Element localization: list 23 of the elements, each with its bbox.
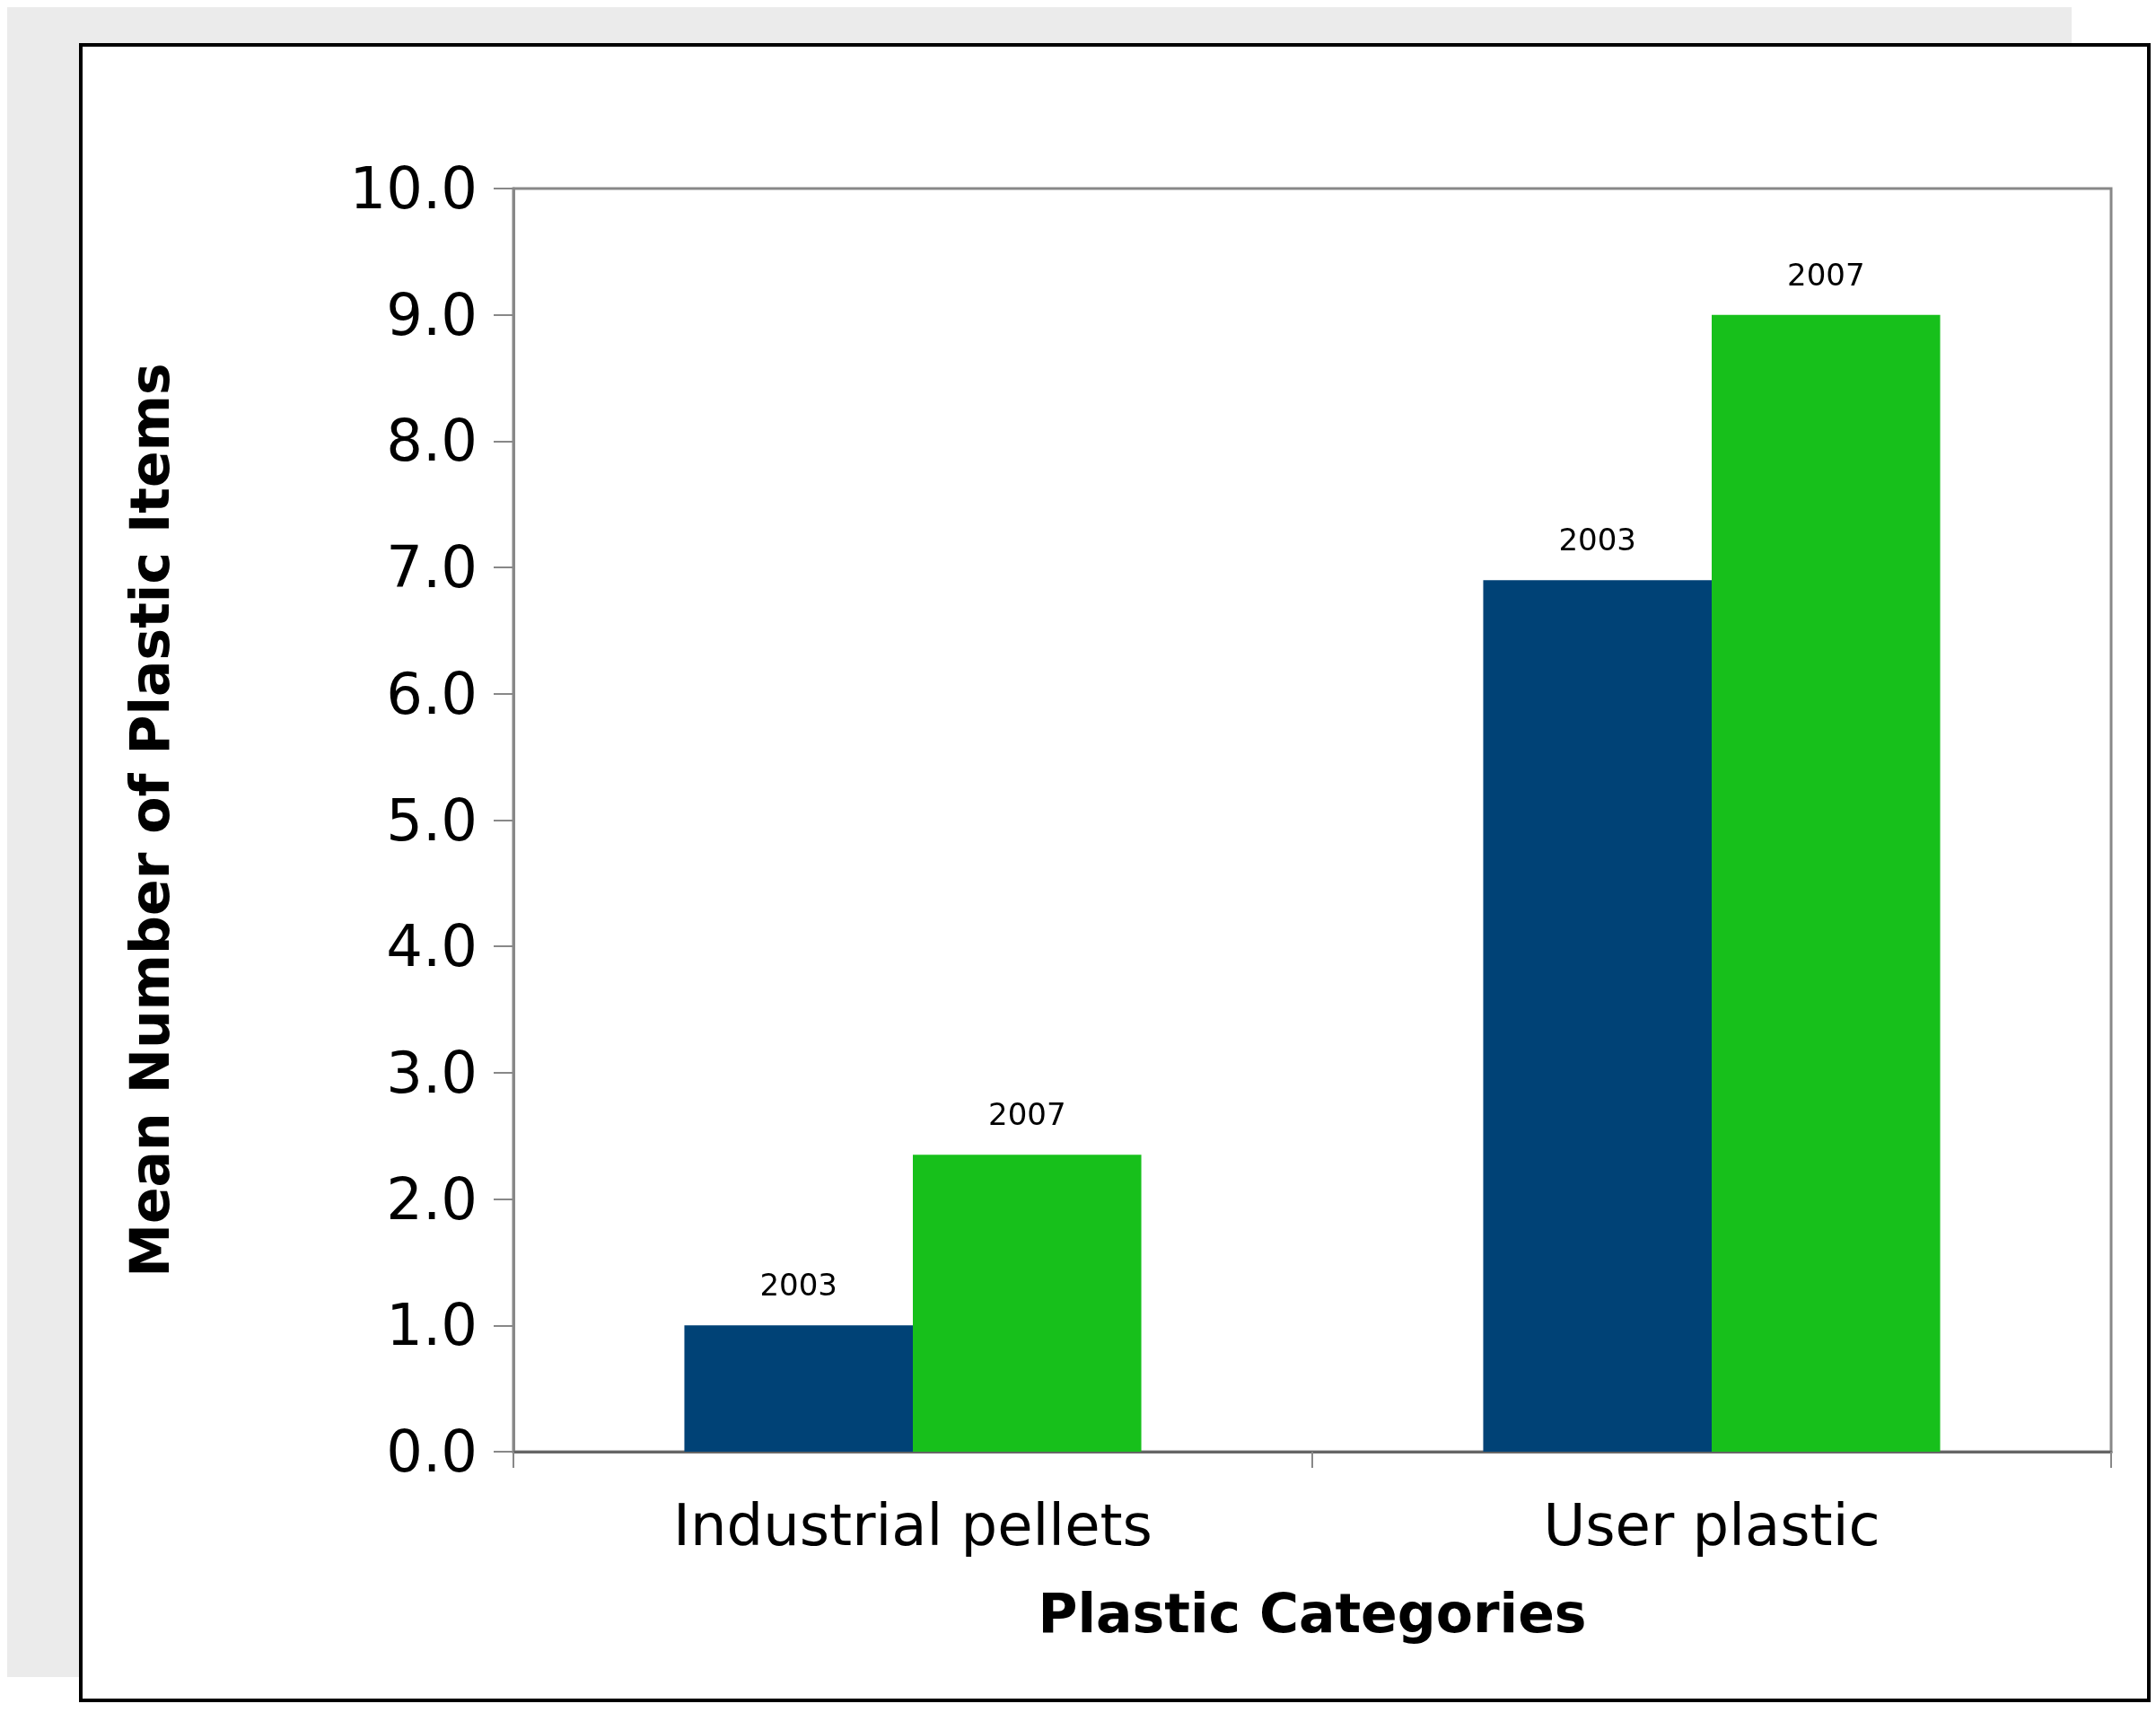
y-tick-label: 1.0 bbox=[386, 1292, 478, 1359]
y-tick-label: 3.0 bbox=[386, 1039, 478, 1106]
y-axis-title: Mean Number of Plastic Items bbox=[118, 363, 181, 1278]
y-tick-label: 5.0 bbox=[386, 786, 478, 854]
bar bbox=[1712, 314, 1941, 1452]
y-tick-label: 0.0 bbox=[386, 1418, 478, 1485]
x-tick-label: User plastic bbox=[1543, 1492, 1880, 1559]
bar bbox=[684, 1325, 913, 1452]
bar bbox=[913, 1155, 1142, 1452]
y-tick-label: 2.0 bbox=[386, 1165, 478, 1233]
series-label: 2003 bbox=[759, 1267, 837, 1304]
x-axis-title: Plastic Categories bbox=[1038, 1582, 1587, 1645]
bar bbox=[1483, 580, 1712, 1452]
y-tick-label: 8.0 bbox=[386, 408, 478, 475]
text: 2003 bbox=[1558, 522, 1636, 558]
series-label: 2007 bbox=[1787, 256, 1865, 293]
y-tick-label: 4.0 bbox=[386, 913, 478, 980]
y-tick-label: 10.0 bbox=[349, 155, 478, 222]
y-tick-label: 9.0 bbox=[386, 281, 478, 348]
y-tick-label: 7.0 bbox=[386, 534, 478, 602]
text: 2007 bbox=[988, 1096, 1066, 1133]
x-tick-label: Industrial pellets bbox=[673, 1492, 1152, 1559]
y-tick-label: 6.0 bbox=[386, 660, 478, 727]
